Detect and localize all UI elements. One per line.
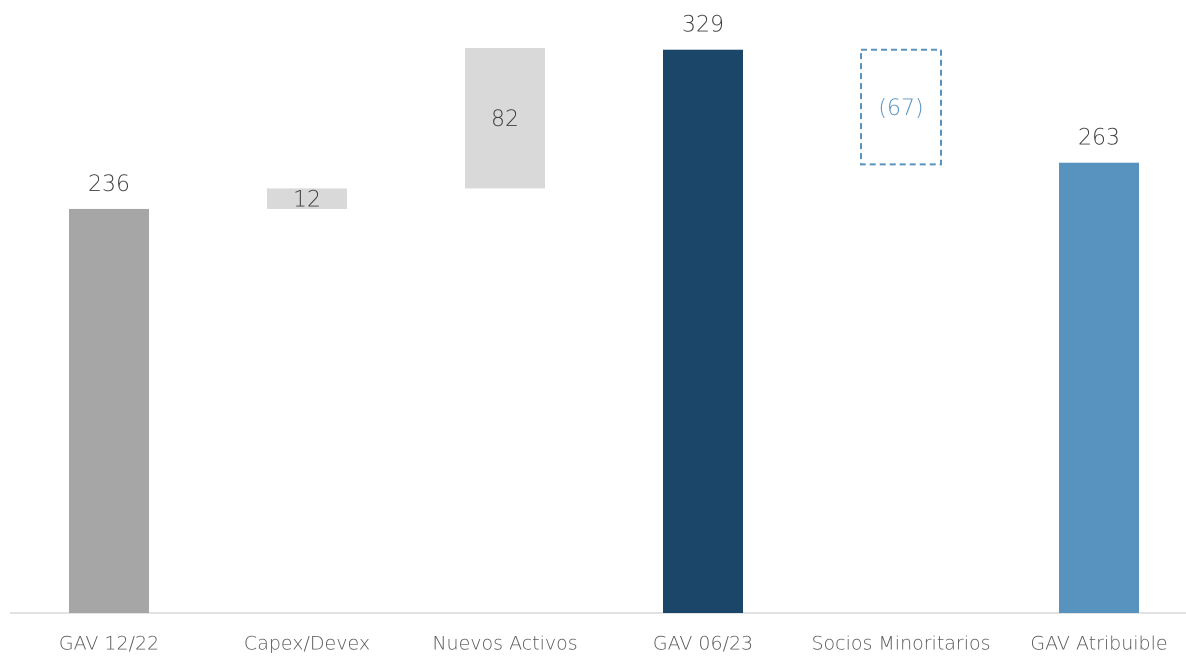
value-label: 236 bbox=[88, 172, 130, 197]
value-label: 329 bbox=[682, 13, 724, 38]
bar bbox=[860, 48, 942, 166]
x-tick-label: Nuevos Activos bbox=[432, 633, 577, 655]
x-tick-label: GAV 12/22 bbox=[59, 633, 159, 655]
bar bbox=[267, 188, 347, 209]
bar bbox=[69, 208, 149, 613]
value-label: (67) bbox=[878, 96, 923, 121]
bar bbox=[663, 49, 743, 614]
value-label: 82 bbox=[491, 107, 519, 132]
x-tick-label: GAV 06/23 bbox=[653, 633, 753, 655]
value-label: 263 bbox=[1078, 126, 1120, 151]
bar bbox=[1059, 162, 1139, 613]
bar bbox=[465, 48, 545, 189]
x-tick-label: Socios Minoritarios bbox=[811, 633, 990, 655]
x-tick-label: GAV Atribuible bbox=[1030, 633, 1167, 655]
x-tick-label: Capex/Devex bbox=[244, 633, 370, 655]
value-label: 12 bbox=[293, 188, 321, 213]
